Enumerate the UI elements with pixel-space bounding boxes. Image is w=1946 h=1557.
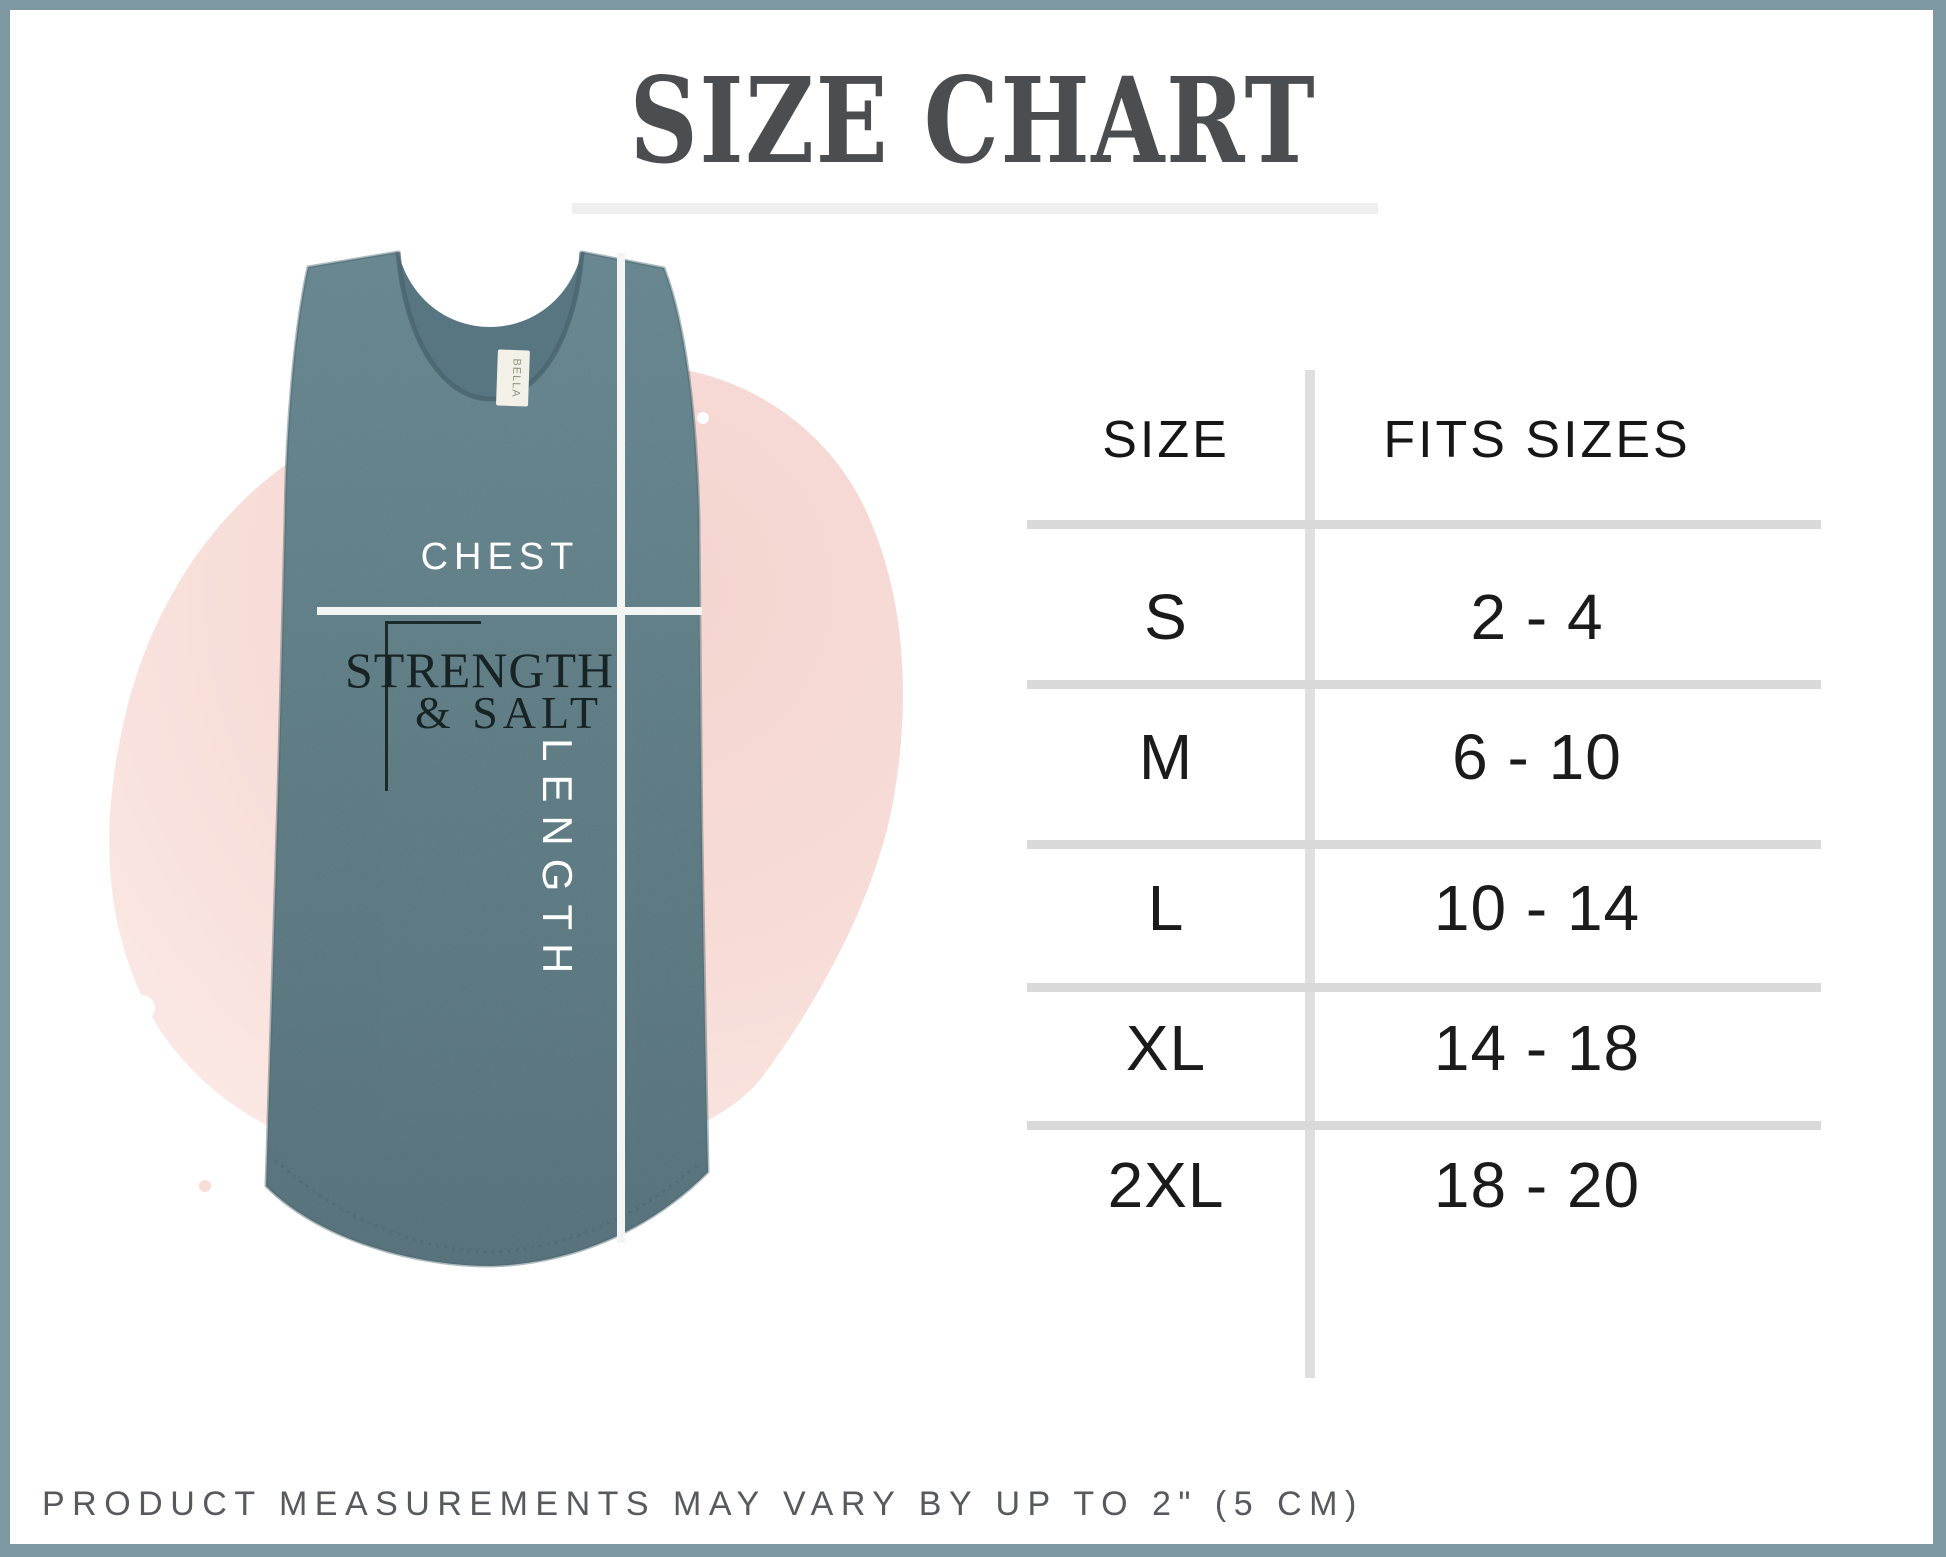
size-value: XL (1125, 1012, 1207, 1084)
footer-note: PRODUCT MEASUREMENTS MAY VARY BY UP TO 2… (42, 1485, 1364, 1523)
table-row-divider (1027, 520, 1821, 529)
title-underline (572, 203, 1378, 214)
column-header-fits-sizes: FITS SIZES (1383, 411, 1691, 469)
size-value: L (1147, 872, 1185, 944)
table-row-divider (1027, 983, 1821, 992)
length-label: LENGTH (534, 738, 581, 987)
fits-value: 14 - 18 (1433, 1012, 1641, 1084)
size-value: S (1144, 581, 1188, 653)
table-header-row: SIZE FITS SIZES (1027, 380, 1821, 500)
page-title: SIZE CHART (629, 51, 1317, 190)
table-row: M 6 - 10 (1027, 697, 1821, 817)
table-row-divider (1027, 1121, 1821, 1130)
column-header-size: SIZE (1102, 411, 1230, 469)
table-row: 2XL 18 - 20 (1027, 1125, 1821, 1245)
table-row: XL 14 - 18 (1027, 988, 1821, 1108)
table-column-divider (1305, 370, 1315, 1378)
fits-value: 2 - 4 (1470, 581, 1604, 653)
fits-value: 10 - 14 (1433, 872, 1641, 944)
table-row: L 10 - 14 (1027, 848, 1821, 968)
fits-value: 6 - 10 (1452, 721, 1622, 793)
shirt-design-line1: STRENGTH (345, 642, 615, 698)
table-row: S 2 - 4 (1027, 557, 1821, 677)
size-value: 2XL (1107, 1149, 1225, 1221)
fits-value: 18 - 20 (1433, 1149, 1641, 1221)
shirt-design-line2: & SALT (414, 687, 603, 738)
size-table: SIZE FITS SIZES S 2 - 4 M 6 - 10 L 10 - … (1027, 370, 1821, 1378)
chest-label: CHEST (420, 536, 580, 578)
table-row-divider (1027, 680, 1821, 689)
size-value: M (1138, 721, 1194, 793)
table-row-divider (1027, 840, 1821, 849)
